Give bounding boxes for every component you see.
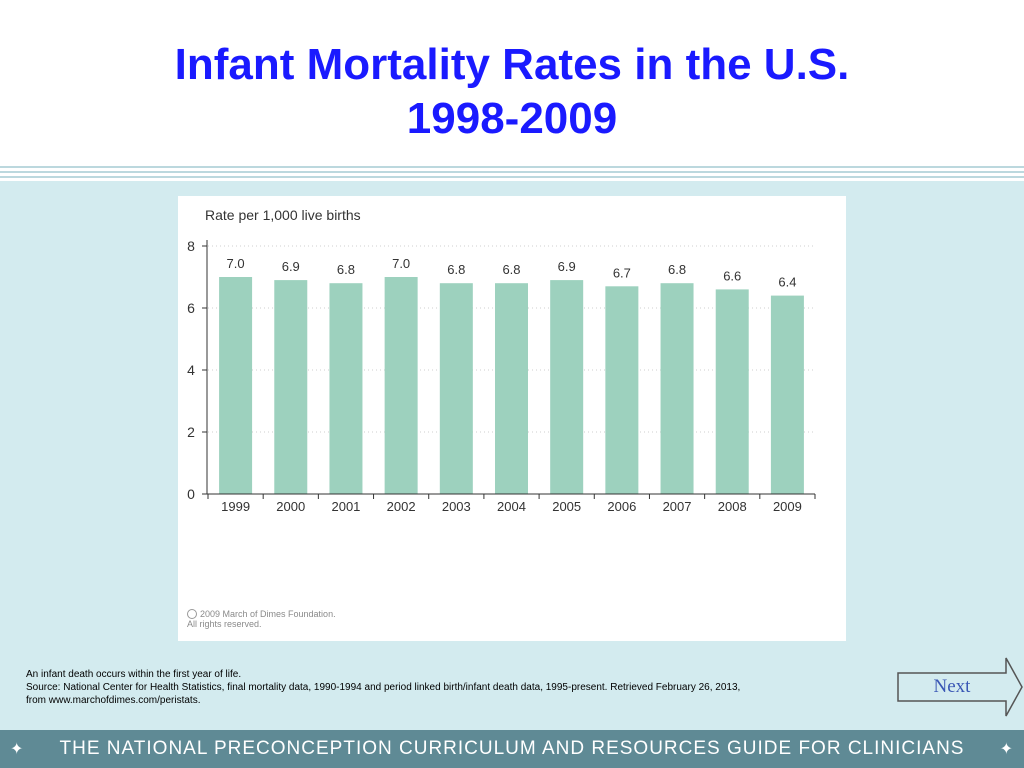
x-tick-label: 2005 [552,499,581,514]
footer-banner: ✦ THE NATIONAL PRECONCEPTION CURRICULUM … [0,730,1024,768]
x-tick-label: 2006 [607,499,636,514]
footnote-definition: An infant death occurs within the first … [26,669,242,680]
bar-chart: Rate per 1,000 live births 0 2 4 6 8 7.0 1999 6.… [187,207,816,629]
bar [219,277,253,494]
divider-stripe [0,176,1024,178]
x-tick-label: 2008 [718,499,747,514]
bar-value-label: 6.8 [337,262,355,277]
x-tick-label: 2007 [663,499,692,514]
bar [439,283,473,494]
bar [550,280,584,494]
x-tick-label: 2002 [387,499,416,514]
y-tick-label: 4 [187,362,195,378]
footnote-source-url: from www.marchofdimes.com/peristats. [26,695,201,706]
bar-value-label: 6.6 [723,268,741,283]
slide-title: Infant Mortality Rates in the U.S. 1998-… [0,38,1024,146]
x-tick-label: 2004 [497,499,526,514]
y-tick-label: 8 [187,238,195,254]
y-tick-label: 6 [187,300,195,316]
x-tick-label: 2001 [331,499,360,514]
chart-card: Rate per 1,000 live births 0 2 4 6 8 7.0 1999 6.… [178,196,846,641]
bar [384,277,418,494]
bar [660,283,694,494]
bar-value-label: 6.9 [558,259,576,274]
bar-value-label: 6.8 [502,262,520,277]
star-icon: ✦ [10,741,25,758]
bar [495,283,528,494]
bar-value-label: 6.8 [447,262,465,277]
bar [329,283,363,494]
x-tick-label: 1999 [221,499,250,514]
arrow-right-icon [897,657,1023,717]
slide-title-line1: Infant Mortality Rates in the U.S. [174,40,850,89]
bar [770,295,804,494]
footer-text: THE NATIONAL PRECONCEPTION CURRICULUM AN… [59,738,965,759]
bar-value-label: 7.0 [227,256,245,271]
bar-value-label: 6.8 [668,262,686,277]
next-button-label: Next [933,676,971,697]
copyright-icon [187,609,197,619]
divider-stripe [0,166,1024,168]
y-tick-label: 2 [187,424,195,440]
bar [605,286,639,494]
copyright-text: All rights reserved. [187,619,262,629]
x-tick-label: 2003 [442,499,471,514]
bar [715,289,749,494]
copyright-text: 2009 March of Dimes Foundation. [200,609,336,619]
bar-value-label: 6.4 [778,275,796,290]
y-tick-label: 0 [187,486,195,502]
footnote: An infant death occurs within the first … [26,668,886,707]
bar-value-label: 7.0 [392,256,410,271]
y-axis-label: Rate per 1,000 live births [205,207,361,223]
x-tick-label: 2000 [276,499,305,514]
bar [274,280,308,494]
next-button[interactable]: Next [896,656,1024,718]
footnote-source: Source: National Center for Health Stati… [26,682,741,693]
x-tick-label: 2009 [773,499,802,514]
bar-value-label: 6.7 [613,265,631,280]
divider-stripe [0,171,1024,173]
slide-title-line2: 1998-2009 [406,94,618,143]
bar-value-label: 6.9 [282,259,300,274]
star-icon: ✦ [999,741,1014,758]
